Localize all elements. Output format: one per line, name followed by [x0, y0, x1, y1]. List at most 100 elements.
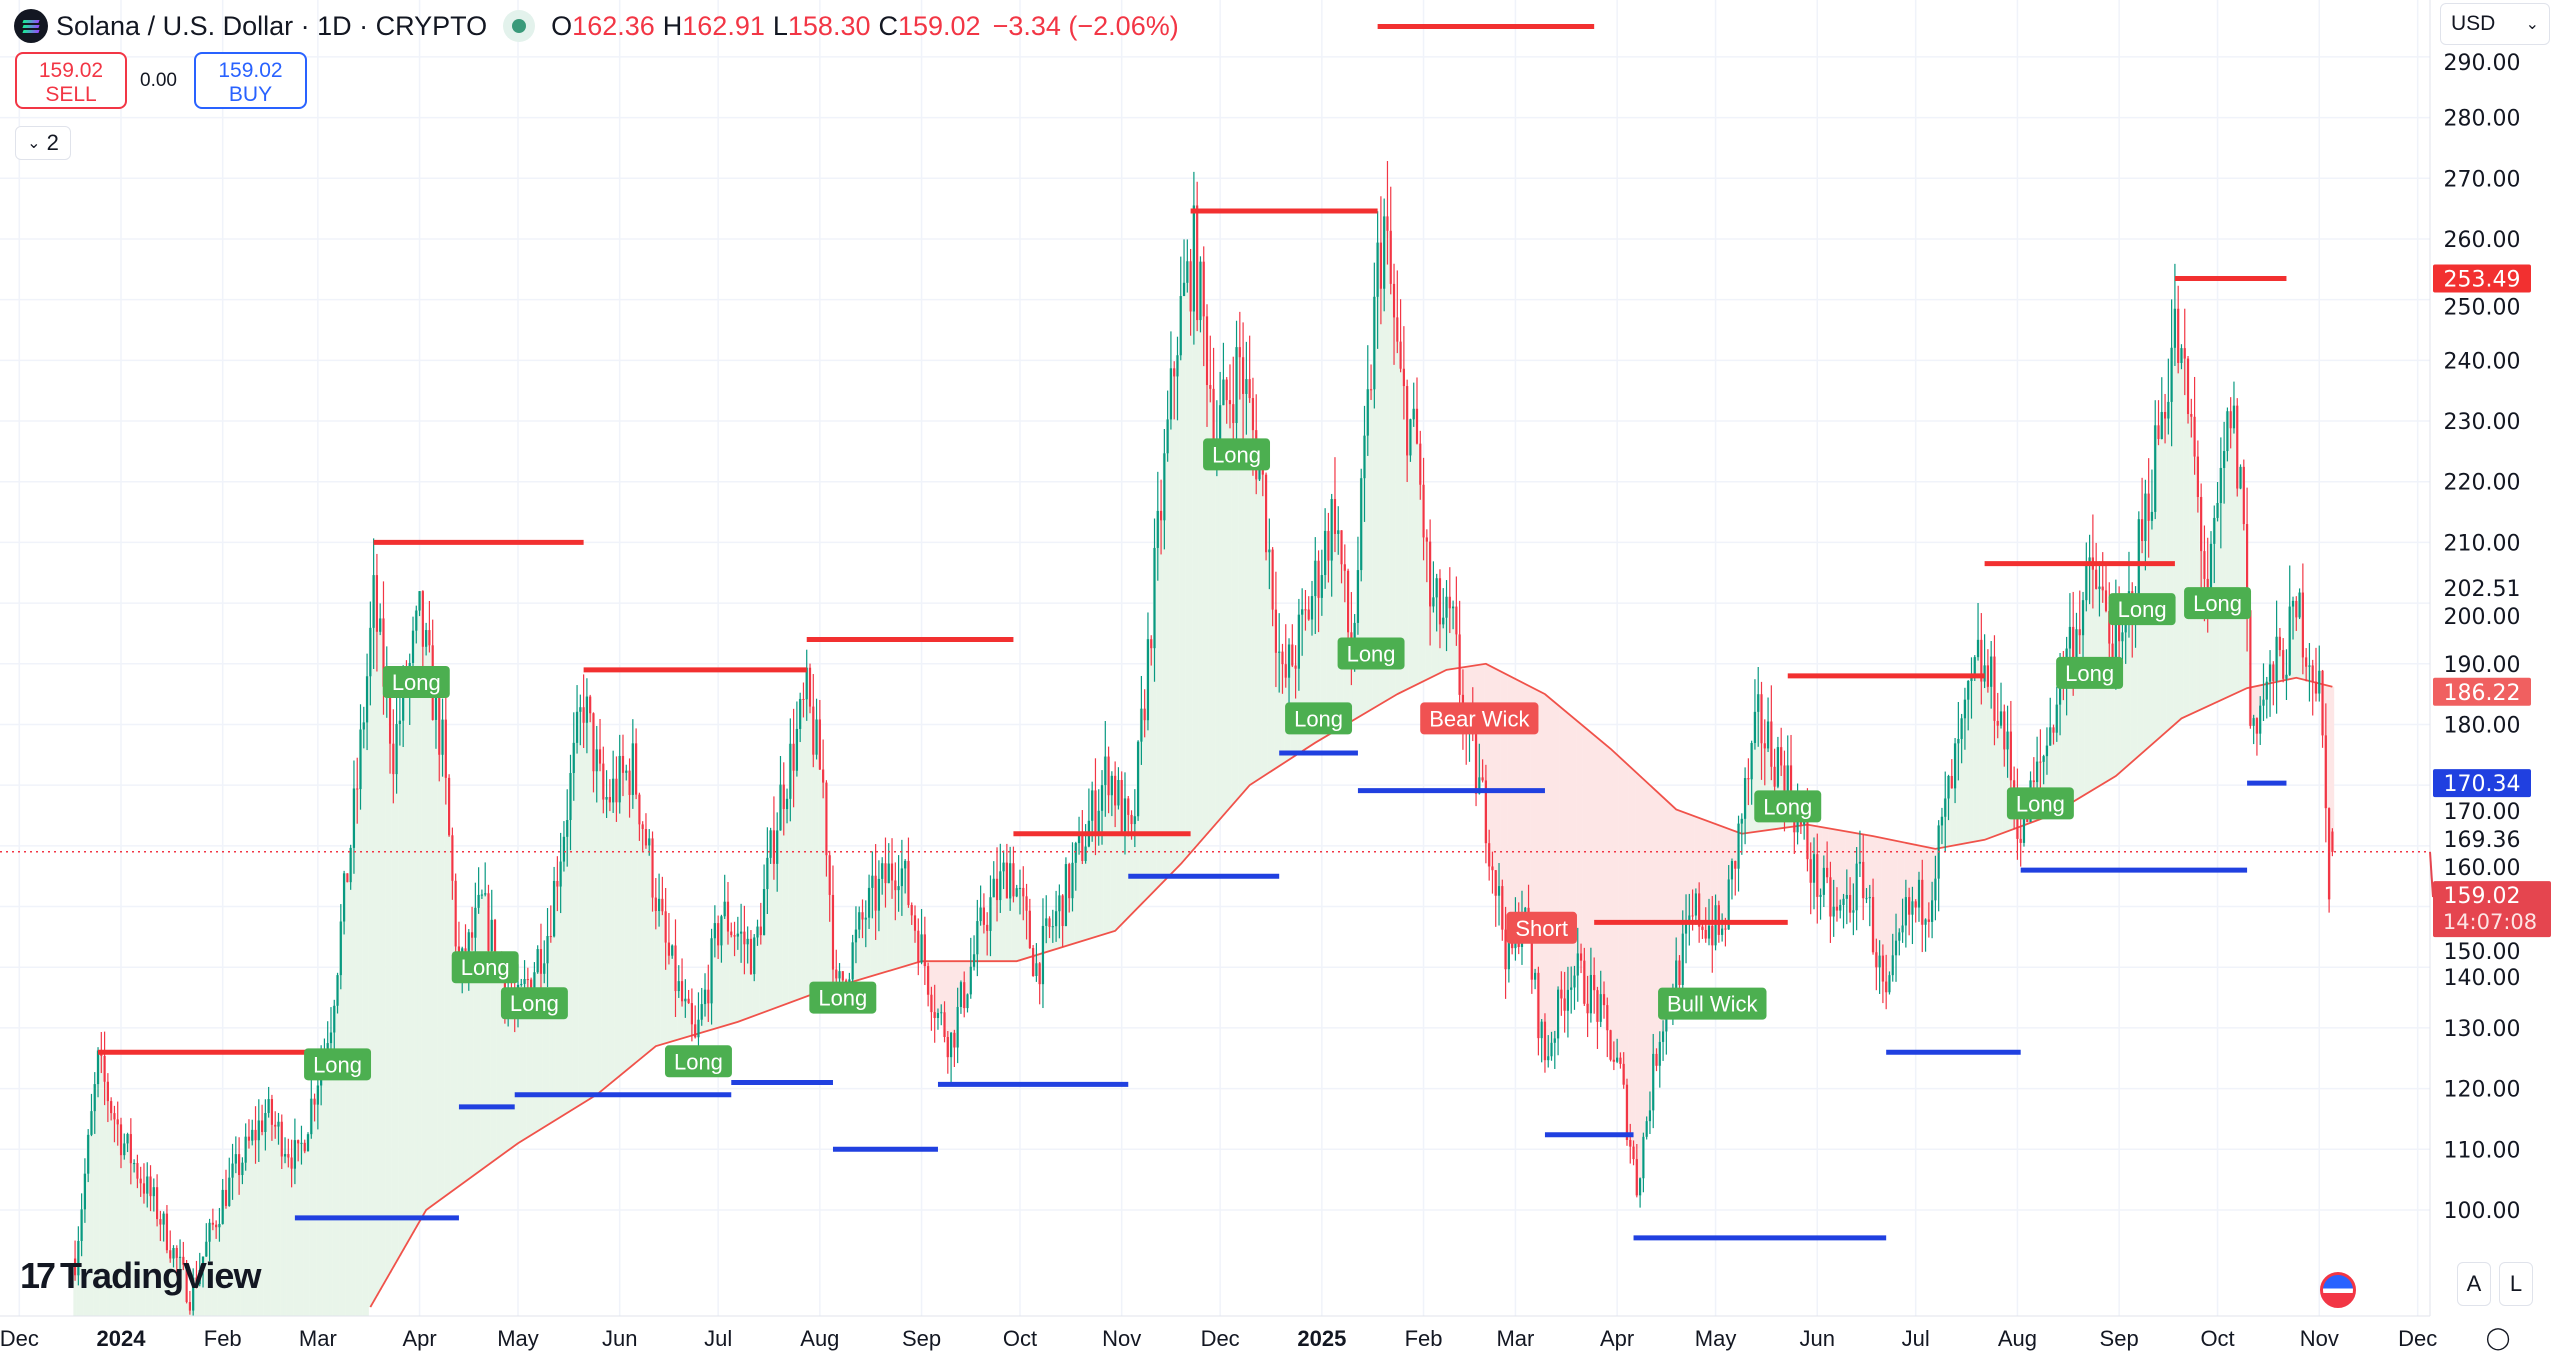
market-status-icon[interactable] [503, 10, 536, 42]
candle-body [1258, 467, 1261, 480]
time-tick-label[interactable]: Dec [1201, 1326, 1240, 1351]
time-tick-label[interactable]: Mar [1496, 1326, 1534, 1351]
ema-fill-segment [939, 961, 944, 1013]
candle-body [910, 904, 913, 916]
candle-body [907, 860, 910, 905]
candle-body [900, 868, 903, 887]
candle-body [940, 1012, 943, 1014]
time-tick-label[interactable]: Dec [2398, 1326, 2437, 1351]
time-tick-label[interactable]: Jul [1902, 1326, 1930, 1351]
time-tick-label[interactable]: Nov [2300, 1326, 2339, 1351]
candle-body [638, 794, 641, 825]
ema-fill-segment [1451, 606, 1455, 669]
time-tick-label[interactable]: Oct [2200, 1326, 2234, 1351]
candle-body [1123, 798, 1127, 832]
candle-body [2101, 586, 2104, 591]
candle-body [182, 1256, 185, 1265]
ema-fill-segment [1831, 829, 1836, 907]
time-tick-label[interactable]: 2025 [1297, 1326, 1346, 1351]
candle-body [1002, 862, 1005, 872]
candle-body [103, 1055, 106, 1082]
candle-body [1812, 854, 1816, 883]
candle-body [2154, 425, 2157, 512]
log-scale-button[interactable]: L [2499, 1262, 2533, 1306]
ema-fill-segment [2294, 617, 2299, 678]
candle-body [1694, 893, 1697, 916]
candle-body [477, 894, 480, 908]
tradingview-logo[interactable]: 17 TradingView [20, 1255, 261, 1297]
candle-body [1278, 651, 1281, 653]
ema-fill-segment [1644, 782, 1649, 1122]
ema-fill-segment [516, 984, 520, 1144]
time-tick-label[interactable]: Jun [602, 1326, 637, 1351]
ema-fill-segment [949, 961, 953, 1033]
time-tick-label[interactable]: Nov [1102, 1326, 1141, 1351]
candle-body [162, 1213, 165, 1225]
time-tick-label[interactable]: Aug [1998, 1326, 2037, 1351]
sell-button[interactable]: 159.02 SELL [15, 52, 127, 109]
ema-fill-segment [2179, 348, 2184, 719]
time-tick-label[interactable]: Aug [800, 1326, 839, 1351]
candle-body [1310, 596, 1314, 620]
time-tick-label[interactable]: Apr [402, 1326, 436, 1351]
time-tick-label[interactable]: Sep [902, 1326, 941, 1351]
ema-fill-segment [168, 1258, 173, 1316]
ema-fill-segment [476, 894, 481, 1172]
ema-fill-segment [1448, 608, 1452, 670]
candle-body [1081, 832, 1084, 861]
chevron-down-icon: ⌄ [2525, 16, 2539, 33]
settings-eye-icon[interactable]: ◯ [2485, 1325, 2511, 1350]
candle-body [1504, 929, 1507, 970]
currency-select[interactable]: USD ⌄ [2440, 3, 2550, 45]
candle-body [1304, 609, 1307, 611]
candle-body [221, 1189, 224, 1224]
time-tick-label[interactable]: May [497, 1326, 539, 1351]
long-signal-badge [1285, 702, 1353, 735]
candle-body [152, 1187, 155, 1197]
candle-body [274, 1124, 277, 1127]
candle-body [923, 934, 926, 967]
candle-body [897, 886, 900, 891]
time-tick-label[interactable]: Sep [2100, 1326, 2139, 1351]
time-tick-label[interactable]: Mar [299, 1326, 337, 1351]
time-tick-label[interactable]: Feb [204, 1326, 242, 1351]
auto-scale-button[interactable]: A [2457, 1262, 2491, 1306]
price-axis[interactable]: 290.00 280.00 270.00 260.00 253.49 250.00 240.… [2429, 51, 2551, 1224]
time-tick-label[interactable]: 2024 [97, 1326, 147, 1351]
candle-body [1953, 743, 1957, 789]
symbol-title[interactable]: Solana / U.S. Dollar · 1D · CRYPTO [56, 10, 488, 41]
time-tick-label[interactable]: Jun [1800, 1326, 1835, 1351]
candle-body [815, 719, 818, 755]
us-flag-icon[interactable] [2320, 1272, 2356, 1308]
time-tick-label[interactable]: Dec [0, 1326, 39, 1351]
time-axis[interactable]: Dec 2024 Feb Mar Apr May Jun Jul Aug Sep Oct Nov Dec… [0, 1326, 2437, 1351]
candle-body [697, 1019, 700, 1038]
ema-fill-segment [857, 912, 862, 980]
ema-fill-segment [2160, 411, 2164, 736]
time-tick-label[interactable]: Apr [1600, 1326, 1634, 1351]
candle-body [139, 1178, 142, 1184]
ema-fill-segment [1881, 838, 1885, 982]
ema-fill-segment [1641, 779, 1646, 1137]
ema-fill-segment [2278, 650, 2282, 682]
ema-fill-segment [1950, 788, 1954, 846]
time-tick-label[interactable]: Jul [704, 1326, 732, 1351]
plot-pane[interactable]: LongLongLongLongLongLongLongLongLongBear… [0, 24, 2430, 1323]
candle-body [1097, 810, 1100, 834]
time-tick-label[interactable]: Oct [1003, 1326, 1037, 1351]
ema-fill-segment [719, 916, 724, 1027]
ema-fill-segment [1077, 832, 1081, 942]
indicators-collapse-button[interactable]: ⌄ 2 [15, 126, 71, 160]
candle-body [2242, 466, 2245, 525]
ema-fill-segment [1270, 609, 1275, 771]
candle-body [746, 938, 749, 945]
candle-body [1766, 721, 1770, 749]
price-tick-label: 220.00 [2444, 471, 2521, 496]
candle-body [1511, 942, 1514, 949]
buy-button[interactable]: 159.02 BUY [194, 52, 307, 109]
time-tick-label[interactable]: Feb [1405, 1326, 1443, 1351]
time-tick-label[interactable]: May [1695, 1326, 1737, 1351]
ema-fill-segment [1602, 743, 1606, 1006]
ema-fill-segment [1576, 721, 1580, 954]
